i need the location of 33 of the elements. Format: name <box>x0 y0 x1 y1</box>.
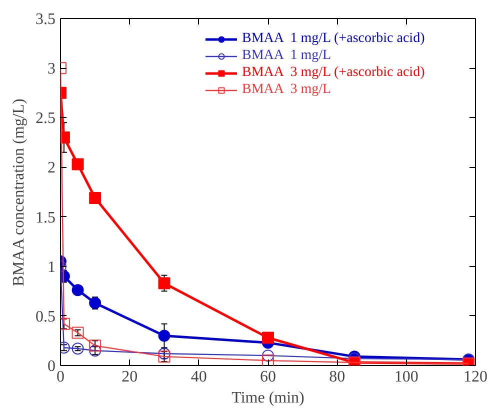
legend-label: BMAA 1 mg/L <box>242 48 332 64</box>
point <box>89 344 102 357</box>
legend-label: BMAA 3 mg/L <box>242 82 332 98</box>
y-tick-label: 0.5 <box>36 308 56 326</box>
point <box>89 297 102 310</box>
x-tick-label: 100 <box>394 368 418 386</box>
point <box>262 332 274 344</box>
x-tick-label: 40 <box>190 368 207 386</box>
y-tick-label: 0 <box>48 358 56 375</box>
y-tick-label: 1.5 <box>36 209 56 226</box>
legend-label: BMAA 3 mg/L (+ascorbic acid) <box>242 65 425 81</box>
point <box>158 350 170 363</box>
y-tick-label: 3 <box>48 60 56 78</box>
point <box>72 158 84 170</box>
point <box>262 350 274 362</box>
x-tick-label: 60 <box>260 368 276 386</box>
legend-label: BMAA 1 mg/L (+ascorbic acid) <box>242 31 425 47</box>
point <box>72 342 84 355</box>
x-tick-label: 80 <box>329 368 346 386</box>
y-tick-label: 3.5 <box>36 11 56 28</box>
point <box>158 277 170 290</box>
point <box>158 330 170 342</box>
x-tick-label: 20 <box>122 368 138 386</box>
y-tick-label: 2.5 <box>36 110 56 128</box>
point <box>72 326 84 339</box>
y-tick-label: 1 <box>48 258 56 276</box>
y-tick-label: 2 <box>48 160 56 177</box>
point <box>89 340 102 352</box>
y-axis-title: BMAA concentration (mg/L) <box>10 98 28 286</box>
x-axis-title: Time (min) <box>232 390 304 406</box>
point <box>89 192 102 204</box>
x-tick-label: 120 <box>464 368 487 386</box>
point <box>72 284 84 296</box>
